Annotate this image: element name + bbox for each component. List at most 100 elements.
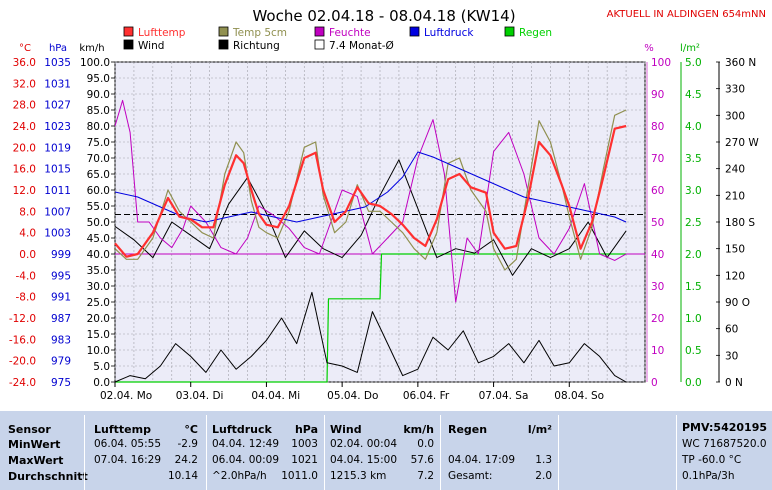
stats-pmv-row: WC 71687520.0 <box>682 438 767 450</box>
pressure-tick-label: 1003 <box>44 228 71 240</box>
temp-tick-label: -8.0 <box>16 292 37 304</box>
humidity-tick-label: 20 <box>651 313 664 325</box>
unit-percent: % <box>644 43 654 54</box>
rain-tick-label: 4.5 <box>685 89 702 101</box>
legend-swatch <box>504 26 515 37</box>
legend-swatch <box>123 39 134 50</box>
temp-tick-label: -4.0 <box>16 270 37 282</box>
rain-tick-label: 0.0 <box>685 377 702 389</box>
temp-tick-label: -20.0 <box>9 356 36 368</box>
wind-tick-label: 75.0 <box>87 137 110 149</box>
wind-tick-label: 50.0 <box>87 217 110 229</box>
stats-unit: °C <box>184 423 198 436</box>
unit-rain: l/m² <box>680 43 700 54</box>
stats-time: 06.04. 05:55 <box>94 438 161 450</box>
series-line-wind <box>114 291 627 383</box>
stats-sensor: Sensor MinWert MaxWert Durchschnitt <box>0 411 88 490</box>
chart-title: Woche 02.04.18 - 08.04.18 (KW14) <box>252 7 515 25</box>
temp-tick-label: 20.0 <box>13 142 36 154</box>
direction-tick-label: 60 <box>725 324 738 336</box>
humidity-tick-label: 10 <box>651 345 664 357</box>
stats-time: 02.04. 00:04 <box>330 438 397 450</box>
series-line-regen <box>115 253 627 383</box>
x-tick-label: 05.04. Do <box>327 390 378 402</box>
temp-tick-label: 4.0 <box>19 228 36 240</box>
stats-row-label: MaxWert <box>8 454 64 467</box>
stats-unit: km/h <box>403 423 434 436</box>
wind-tick-label: 15.0 <box>87 329 110 341</box>
humidity-tick-label: 0 <box>651 377 658 389</box>
wind-tick-label: 100.0 <box>80 57 110 69</box>
x-tick-label: 08.04. So <box>554 390 604 402</box>
temp-tick-label: 36.0 <box>13 57 36 69</box>
legend-label: Feuchte <box>329 27 371 39</box>
stats-value: 24.2 <box>174 454 198 466</box>
stats-header: Wind <box>330 423 362 436</box>
temp-tick-label: 24.0 <box>13 121 36 133</box>
pressure-tick-label: 1007 <box>44 206 71 218</box>
direction-tick-label: 270 W <box>725 137 759 149</box>
direction-tick-label: 300 <box>725 110 745 122</box>
pressure-tick-label: 991 <box>51 292 71 304</box>
wind-tick-label: 90.0 <box>87 89 110 101</box>
rain-tick-label: 3.5 <box>685 153 702 165</box>
x-tick-label: 02.04. Mo <box>100 390 152 402</box>
stats-pmv-row: TP -60.0 °C <box>682 454 742 466</box>
stats-value: -2.9 <box>177 438 199 450</box>
stats-distance: 1215.3 km <box>330 470 387 482</box>
legend-label: 7.4 Monat-Ø <box>329 40 394 52</box>
temp-tick-label: 16.0 <box>13 164 36 176</box>
x-tick-label: 07.04. Sa <box>479 390 529 402</box>
series-line-richtung <box>114 159 627 276</box>
pressure-tick-label: 1019 <box>44 142 71 154</box>
pressure-tick-label: 995 <box>51 270 71 282</box>
status-location: AKTUELL IN ALDINGEN 654mNN <box>607 9 766 20</box>
series-line-lufttemp <box>114 124 627 258</box>
legend-label: Regen <box>519 27 552 39</box>
direction-tick-label: 30 <box>725 350 738 362</box>
pressure-tick-label: 987 <box>51 313 71 325</box>
pressure-tick-label: 975 <box>51 377 71 389</box>
wind-tick-label: 45.0 <box>87 233 110 245</box>
direction-tick-label: 120 <box>725 270 745 282</box>
stats-header: PMV:5420195 <box>682 421 768 434</box>
temp-tick-label: 0.0 <box>19 249 36 261</box>
legend-label: Lufttemp <box>138 27 186 39</box>
humidity-tick-label: 60 <box>651 185 664 197</box>
x-tick-label: 06.04. Fr <box>403 390 450 402</box>
temp-tick-label: 12.0 <box>13 185 36 197</box>
unit-kmh: km/h <box>79 43 104 54</box>
statistics-panel: Sensor MinWert MaxWert Durchschnitt Luft… <box>0 411 772 490</box>
weather-chart: 36.0 32.0 28.0 24.0 20.0 16.0 12.0 8.0 4.0 0.0 -4.… <box>8 7 766 402</box>
wind-tick-label: 20.0 <box>87 313 110 325</box>
stats-value: 1021 <box>291 454 318 466</box>
stats-unit: l/m² <box>527 423 552 436</box>
pressure-tick-label: 1011 <box>44 185 71 197</box>
wind-tick-label: 55.0 <box>87 201 110 213</box>
direction-tick-label: 150 <box>725 244 745 256</box>
stats-time: 04.04. 17:09 <box>448 454 515 466</box>
rain-tick-label: 4.0 <box>685 121 702 133</box>
wind-tick-label: 80.0 <box>87 121 110 133</box>
direction-tick-label: 330 <box>725 84 745 96</box>
legend-label: Richtung <box>233 40 280 52</box>
wind-tick-label: 70.0 <box>87 153 110 165</box>
pressure-tick-label: 1027 <box>44 100 71 112</box>
series-line-feuchte <box>114 99 627 303</box>
legend-swatch <box>314 39 325 50</box>
unit-celsius: °C <box>19 43 31 54</box>
stats-header: Lufttemp <box>94 423 151 436</box>
humidity-tick-label: 50 <box>651 217 664 229</box>
stats-header: Sensor <box>8 423 51 436</box>
legend-swatch <box>123 26 134 37</box>
temp-tick-label: -24.0 <box>9 377 36 389</box>
stats-header: Luftdruck <box>212 423 272 436</box>
humidity-tick-label: 30 <box>651 281 664 293</box>
pressure-tick-label: 1035 <box>44 57 71 69</box>
stats-lufttemp: Lufttemp °C 06.04. 05:55 -2.9 07.04. 16:… <box>86 411 206 490</box>
stats-regen: Regen l/m² 04.04. 17:09 1.3 Gesamt: 2.0 <box>440 411 558 490</box>
direction-tick-label: 0 N <box>725 377 743 389</box>
rain-tick-label: 0.5 <box>685 345 702 357</box>
stats-trend: ^2.0hPa/h <box>212 470 267 482</box>
